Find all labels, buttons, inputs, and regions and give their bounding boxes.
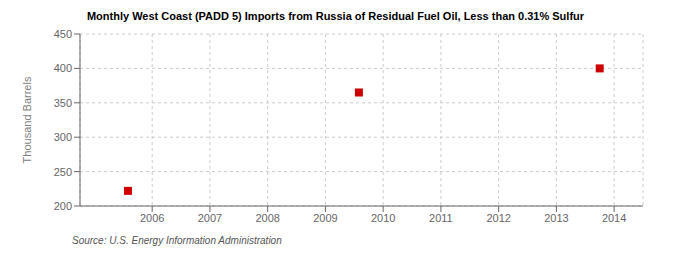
svg-text:2006: 2006 xyxy=(140,212,164,224)
svg-text:450: 450 xyxy=(54,28,72,40)
svg-text:300: 300 xyxy=(54,131,72,143)
svg-text:2010: 2010 xyxy=(371,212,395,224)
svg-text:400: 400 xyxy=(54,62,72,74)
html-text:Monthly West Coast (PADD 5) Im: Monthly West Coast (PADD 5) Imports from… xyxy=(86,10,585,22)
svg-text:2013: 2013 xyxy=(544,212,568,224)
html-text:Source: U.S. Energy Informatio: Source: U.S. Energy Information Administ… xyxy=(72,235,282,246)
svg-text:2008: 2008 xyxy=(255,212,279,224)
svg-text:2007: 2007 xyxy=(198,212,222,224)
svg-text:250: 250 xyxy=(54,166,72,178)
svg-text:Thousand Barrels: Thousand Barrels xyxy=(21,76,33,163)
svg-text:200: 200 xyxy=(54,200,72,212)
svg-text:2014: 2014 xyxy=(602,212,626,224)
svg-text:2009: 2009 xyxy=(313,212,337,224)
svg-text:2011: 2011 xyxy=(429,212,453,224)
svg-text:2012: 2012 xyxy=(486,212,510,224)
svg-text:350: 350 xyxy=(54,97,72,109)
